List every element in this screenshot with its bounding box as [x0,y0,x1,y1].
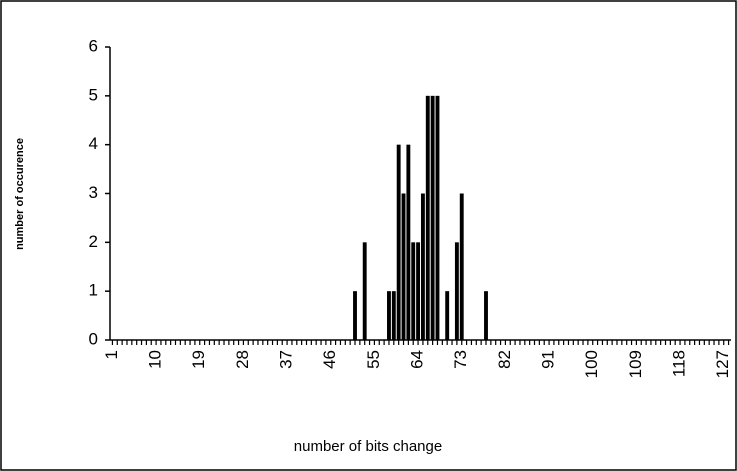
x-tick-label: 55 [364,350,383,369]
bar [420,193,425,340]
bar [445,291,450,340]
x-tick-label: 100 [582,350,601,378]
y-tick-label: 5 [89,85,98,104]
x-tick-label: 127 [713,350,732,378]
bar [425,95,430,340]
x-tick-label: 28 [233,350,252,369]
x-tick-label: 109 [626,350,645,378]
bar [454,242,459,340]
bar [353,291,357,340]
bar [416,242,421,340]
bar [411,242,416,340]
bar [430,95,435,340]
bar [387,291,391,340]
x-tick-label: 10 [146,350,165,369]
x-axis-title: number of bits change [294,438,442,455]
x-tick-label: 73 [451,350,470,369]
x-tick-label: 82 [495,350,514,369]
y-tick-label: 1 [89,281,98,300]
y-tick-label: 2 [89,232,98,251]
x-tick-label: 118 [670,350,689,377]
y-tick-label: 4 [89,134,98,153]
x-tick-label: 37 [277,350,296,369]
bar [396,144,401,340]
x-tick-label: 19 [189,350,208,369]
y-axis-title: number of occurence [14,138,26,250]
x-tick-label: 64 [408,350,427,369]
x-tick-label: 1 [102,350,121,359]
bar [459,193,464,340]
bar [435,95,440,340]
bar [401,193,406,340]
x-tick-label: 46 [320,350,339,369]
y-tick-label: 3 [89,183,98,202]
bar [362,242,367,340]
bar [391,291,396,340]
bar [406,144,411,340]
bar [484,291,488,340]
y-tick-label: 0 [89,329,98,348]
y-tick-label: 6 [89,36,98,55]
x-tick-label: 91 [539,350,558,369]
